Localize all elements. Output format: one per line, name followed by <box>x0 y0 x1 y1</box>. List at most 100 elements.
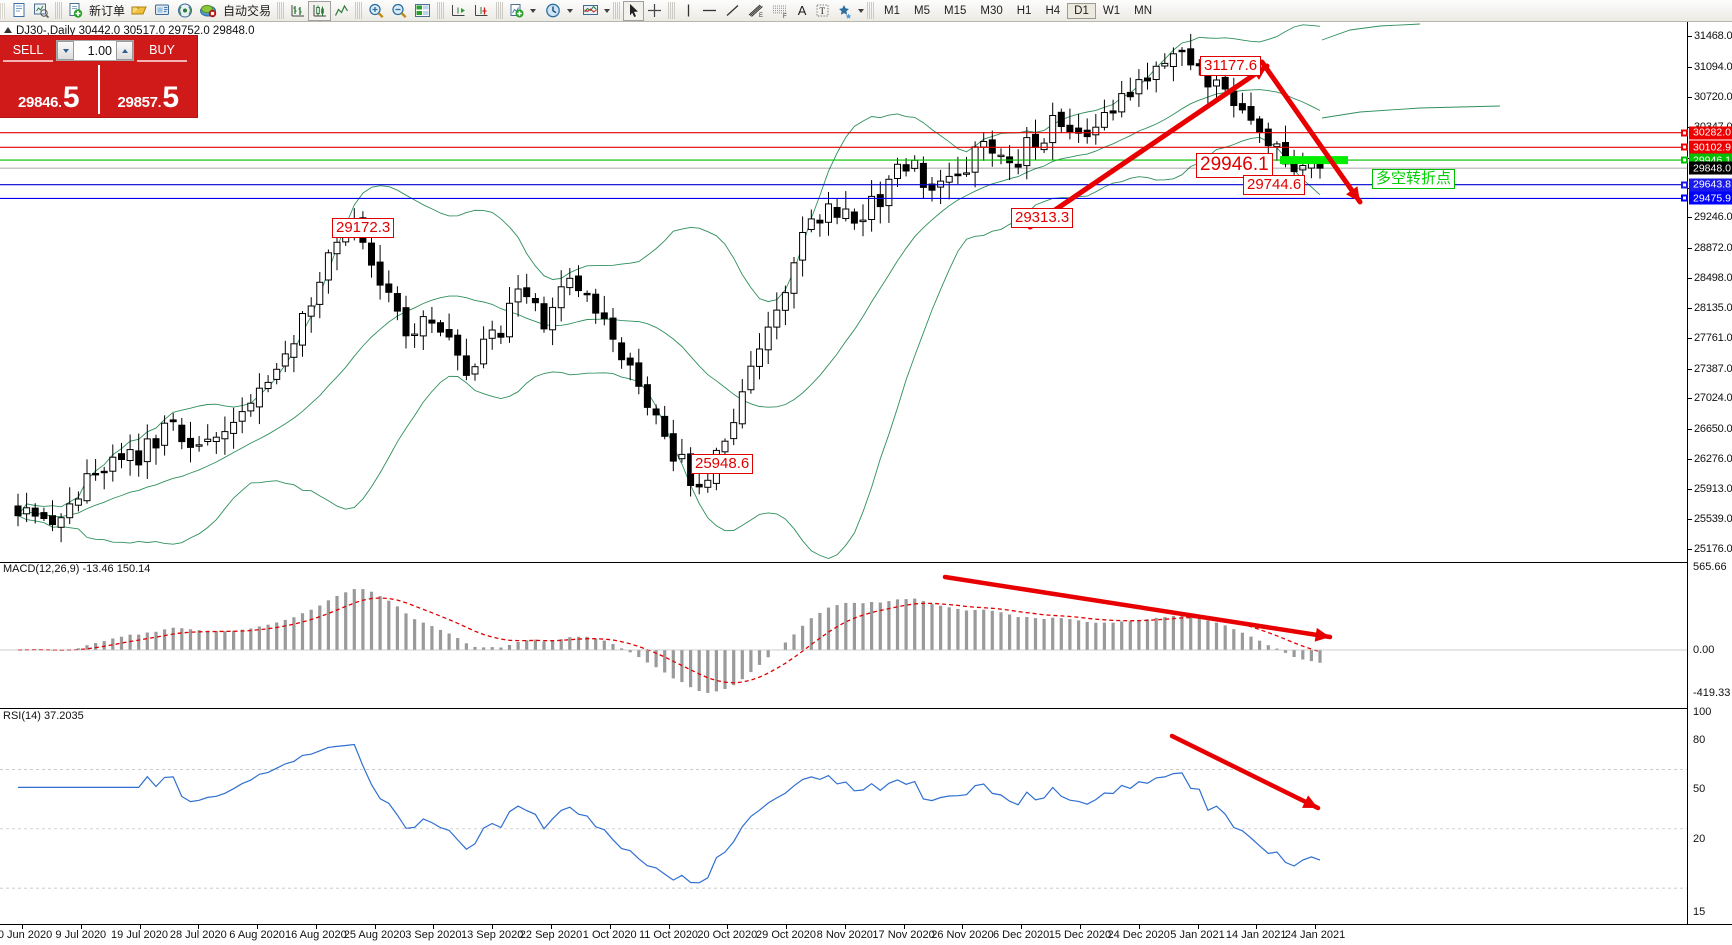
toolbar-separator-5 <box>496 2 504 19</box>
sub-pane-scale-border <box>1687 562 1688 924</box>
timeframe-w1[interactable]: W1 <box>1102 4 1121 17</box>
toolbar-separator <box>55 2 62 19</box>
price-tick <box>1688 338 1692 340</box>
macd-pane[interactable] <box>0 562 1687 702</box>
fibonacci-retracement-icon[interactable]: F <box>768 1 792 21</box>
price-level-handle[interactable] <box>1681 181 1688 189</box>
sell-button[interactable]: SELL <box>3 39 53 62</box>
timeframe-h4[interactable]: H4 <box>1045 4 1061 17</box>
autotrade-label[interactable]: 自动交易 <box>223 4 272 18</box>
zoom-out-icon[interactable] <box>388 1 411 21</box>
horizontal-line-icon[interactable] <box>698 1 721 21</box>
timeframe-m30[interactable]: M30 <box>980 4 1003 17</box>
shapes-icon[interactable] <box>833 1 856 21</box>
date-tick-label: 19 Jul 2020 <box>111 929 168 941</box>
chevron-down-icon-3[interactable] <box>604 8 611 13</box>
text-label-icon[interactable]: T <box>812 1 833 21</box>
annotation-29744[interactable]: 29744.6 <box>1243 175 1306 196</box>
bar-chart-icon[interactable] <box>287 1 308 21</box>
folder-icon[interactable] <box>128 1 151 21</box>
price-tick-label: 27024.0 <box>1694 392 1732 405</box>
new-order-icon[interactable] <box>65 1 86 21</box>
sell-price-cell[interactable]: 29846 . 5 <box>0 65 98 114</box>
text-icon[interactable]: A <box>792 1 812 21</box>
volume-stepper[interactable]: 1.00 <box>56 40 134 61</box>
annotation-29172[interactable]: 29172.3 <box>332 218 395 239</box>
price-level-badge[interactable]: 29475.9 <box>1689 191 1732 205</box>
price-level-badge[interactable]: 30102.9 <box>1689 140 1732 154</box>
new-order-label[interactable]: 新订单 <box>89 4 126 18</box>
one-click-trading-panel[interactable]: SELL 1.00 BUY 29846 . 5 29857 . 5 <box>0 36 197 117</box>
chart-search-icon[interactable] <box>30 1 52 21</box>
cursor-icon[interactable] <box>623 0 645 21</box>
volume-decrease-button[interactable] <box>57 41 74 60</box>
timeframe-m1[interactable]: M1 <box>884 4 901 17</box>
annotation-25948[interactable]: 25948.6 <box>691 454 754 475</box>
volume-value[interactable]: 1.00 <box>87 43 112 58</box>
price-tick-label: 25913.0 <box>1694 482 1732 495</box>
annotation-turning-point[interactable]: 多空转折点 <box>1372 169 1456 190</box>
date-tick <box>1079 925 1081 929</box>
timeframe-d1[interactable]: D1 <box>1067 2 1096 19</box>
rsi-pane[interactable] <box>0 708 1687 924</box>
annotation-29313[interactable]: 29313.3 <box>1011 208 1074 229</box>
price-tick-label: 30720.0 <box>1694 91 1732 103</box>
buy-price-dot: . <box>157 95 162 110</box>
toolbar-separator-4 <box>437 2 445 19</box>
price-tick <box>1688 278 1692 280</box>
zoom-in-icon[interactable] <box>365 1 388 21</box>
add-indicator-icon[interactable] <box>506 1 528 21</box>
timeframe-h1[interactable]: H1 <box>1016 4 1032 17</box>
auto-scroll-icon[interactable] <box>447 1 470 21</box>
price-level-handle[interactable] <box>1681 194 1688 202</box>
collapse-triangle-icon[interactable] <box>4 27 12 33</box>
date-tick <box>374 925 376 929</box>
buy-price-cell[interactable]: 29857 . 5 <box>97 65 198 114</box>
chart-window[interactable]: DJ30-,Daily 30442.0 30517.0 29752.0 2984… <box>0 22 1732 945</box>
toolbar-grip[interactable] <box>0 2 5 19</box>
chevron-down-icon[interactable] <box>530 8 537 13</box>
signals-icon[interactable] <box>174 1 197 21</box>
chevron-down-icon-4[interactable] <box>858 8 865 13</box>
annotation-31177[interactable]: 31177.6 <box>1200 56 1262 77</box>
autotrade-icon[interactable] <box>197 1 220 21</box>
vertical-line-icon[interactable] <box>678 1 698 21</box>
timeframe-m5[interactable]: M5 <box>914 4 930 17</box>
date-tick-label: 6 Dec 2020 <box>992 929 1050 941</box>
price-tick-label: 27387.0 <box>1694 362 1732 375</box>
chevron-down-icon-2[interactable] <box>567 8 574 13</box>
templates-icon[interactable] <box>579 1 602 21</box>
price-level-badge[interactable]: 29643.8 <box>1689 178 1732 192</box>
terminal-icon[interactable] <box>151 1 174 21</box>
crosshair-icon[interactable] <box>644 1 665 21</box>
new-chart-icon[interactable] <box>9 1 30 21</box>
trendline-icon[interactable] <box>721 1 744 21</box>
timeframe-m15[interactable]: M15 <box>944 4 967 17</box>
period-clock-icon[interactable] <box>542 1 565 21</box>
price-level-handle[interactable] <box>1681 156 1688 164</box>
price-chart-svg <box>0 23 1687 559</box>
date-tick <box>492 925 494 929</box>
date-tick-label: 28 Jul 2020 <box>169 929 227 941</box>
price-level-handle[interactable] <box>1681 129 1688 137</box>
timeframe-mn[interactable]: MN <box>1134 4 1152 17</box>
date-tick-label: 24 Jan 2021 <box>1284 929 1346 941</box>
date-tick-label: 5 Jan 2021 <box>1170 929 1225 941</box>
line-chart-icon[interactable] <box>331 1 352 21</box>
buy-button[interactable]: BUY <box>137 39 187 62</box>
price-scale[interactable]: 31468.031094.030720.030347.029973.029600… <box>1681 22 1732 924</box>
tile-windows-icon[interactable] <box>411 1 434 21</box>
price-level-handle[interactable] <box>1681 143 1688 151</box>
volume-increase-button[interactable] <box>116 41 133 60</box>
toolbar-separator-6 <box>613 2 621 19</box>
price-tick-label: 28135.0 <box>1694 301 1732 314</box>
rsi-svg <box>0 733 1687 889</box>
price-tick <box>1688 66 1692 68</box>
price-level-badge[interactable]: 30282.0 <box>1689 126 1732 140</box>
candlestick-chart-icon[interactable] <box>308 0 332 21</box>
chart-shift-icon[interactable] <box>470 1 493 21</box>
price-level-badge[interactable]: 29848.0 <box>1689 161 1732 175</box>
date-tick <box>903 925 905 929</box>
equidistant-channel-icon[interactable]: E <box>744 1 768 21</box>
